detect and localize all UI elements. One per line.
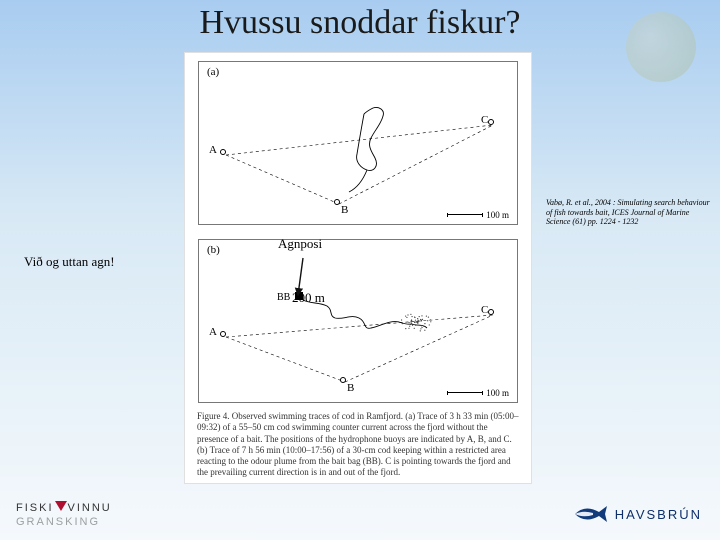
panel-a-box: (a) 100 m ABC xyxy=(198,61,518,225)
buoy-label-c: C xyxy=(481,114,488,126)
bait-bag-annotation: Agnposi xyxy=(278,236,322,252)
panel-b-box: (b) 100 m ABCBB xyxy=(198,239,518,403)
fiskivinnu-logo: FISKIVINNU GRANSKING xyxy=(16,498,136,530)
buoy-b-b xyxy=(340,377,346,383)
buoy-c xyxy=(488,119,494,125)
buoy-c-b xyxy=(488,309,494,315)
citation-text: Vabø, R. et al., 2004 : Simulating searc… xyxy=(546,198,714,227)
panel-a-svg xyxy=(199,62,519,226)
havsbrun-logo: HAVSBRÚN xyxy=(573,502,702,526)
buoy-label-b: B xyxy=(341,204,348,216)
globe-decoration xyxy=(626,12,696,82)
fish-icon xyxy=(573,502,609,526)
buoy-a xyxy=(220,149,226,155)
buoy-label-c-b: C xyxy=(481,304,488,316)
buoy-label-b-b: B xyxy=(347,382,354,394)
with-without-bait-label: Við og uttan agn! xyxy=(24,254,115,270)
buoy-b xyxy=(334,199,340,205)
buoy-a-b xyxy=(220,331,226,337)
page-title: Hvussu snoddar fiskur? xyxy=(0,4,720,42)
figure-container: (a) 100 m ABC (b) 100 m ABCBB Figure 4. … xyxy=(184,52,532,484)
panel-b-svg xyxy=(199,240,519,404)
buoy-label-a-b: A xyxy=(209,326,217,338)
figure-caption: Figure 4. Observed swimming traces of co… xyxy=(197,411,519,479)
panel-a-scale: 100 m xyxy=(447,210,509,220)
distance-annotation: 200 m xyxy=(292,290,325,306)
triangle-icon xyxy=(55,501,67,511)
panel-b-scale: 100 m xyxy=(447,388,509,398)
buoy-label-a: A xyxy=(209,144,217,156)
bait-bag-label: BB xyxy=(277,292,290,303)
